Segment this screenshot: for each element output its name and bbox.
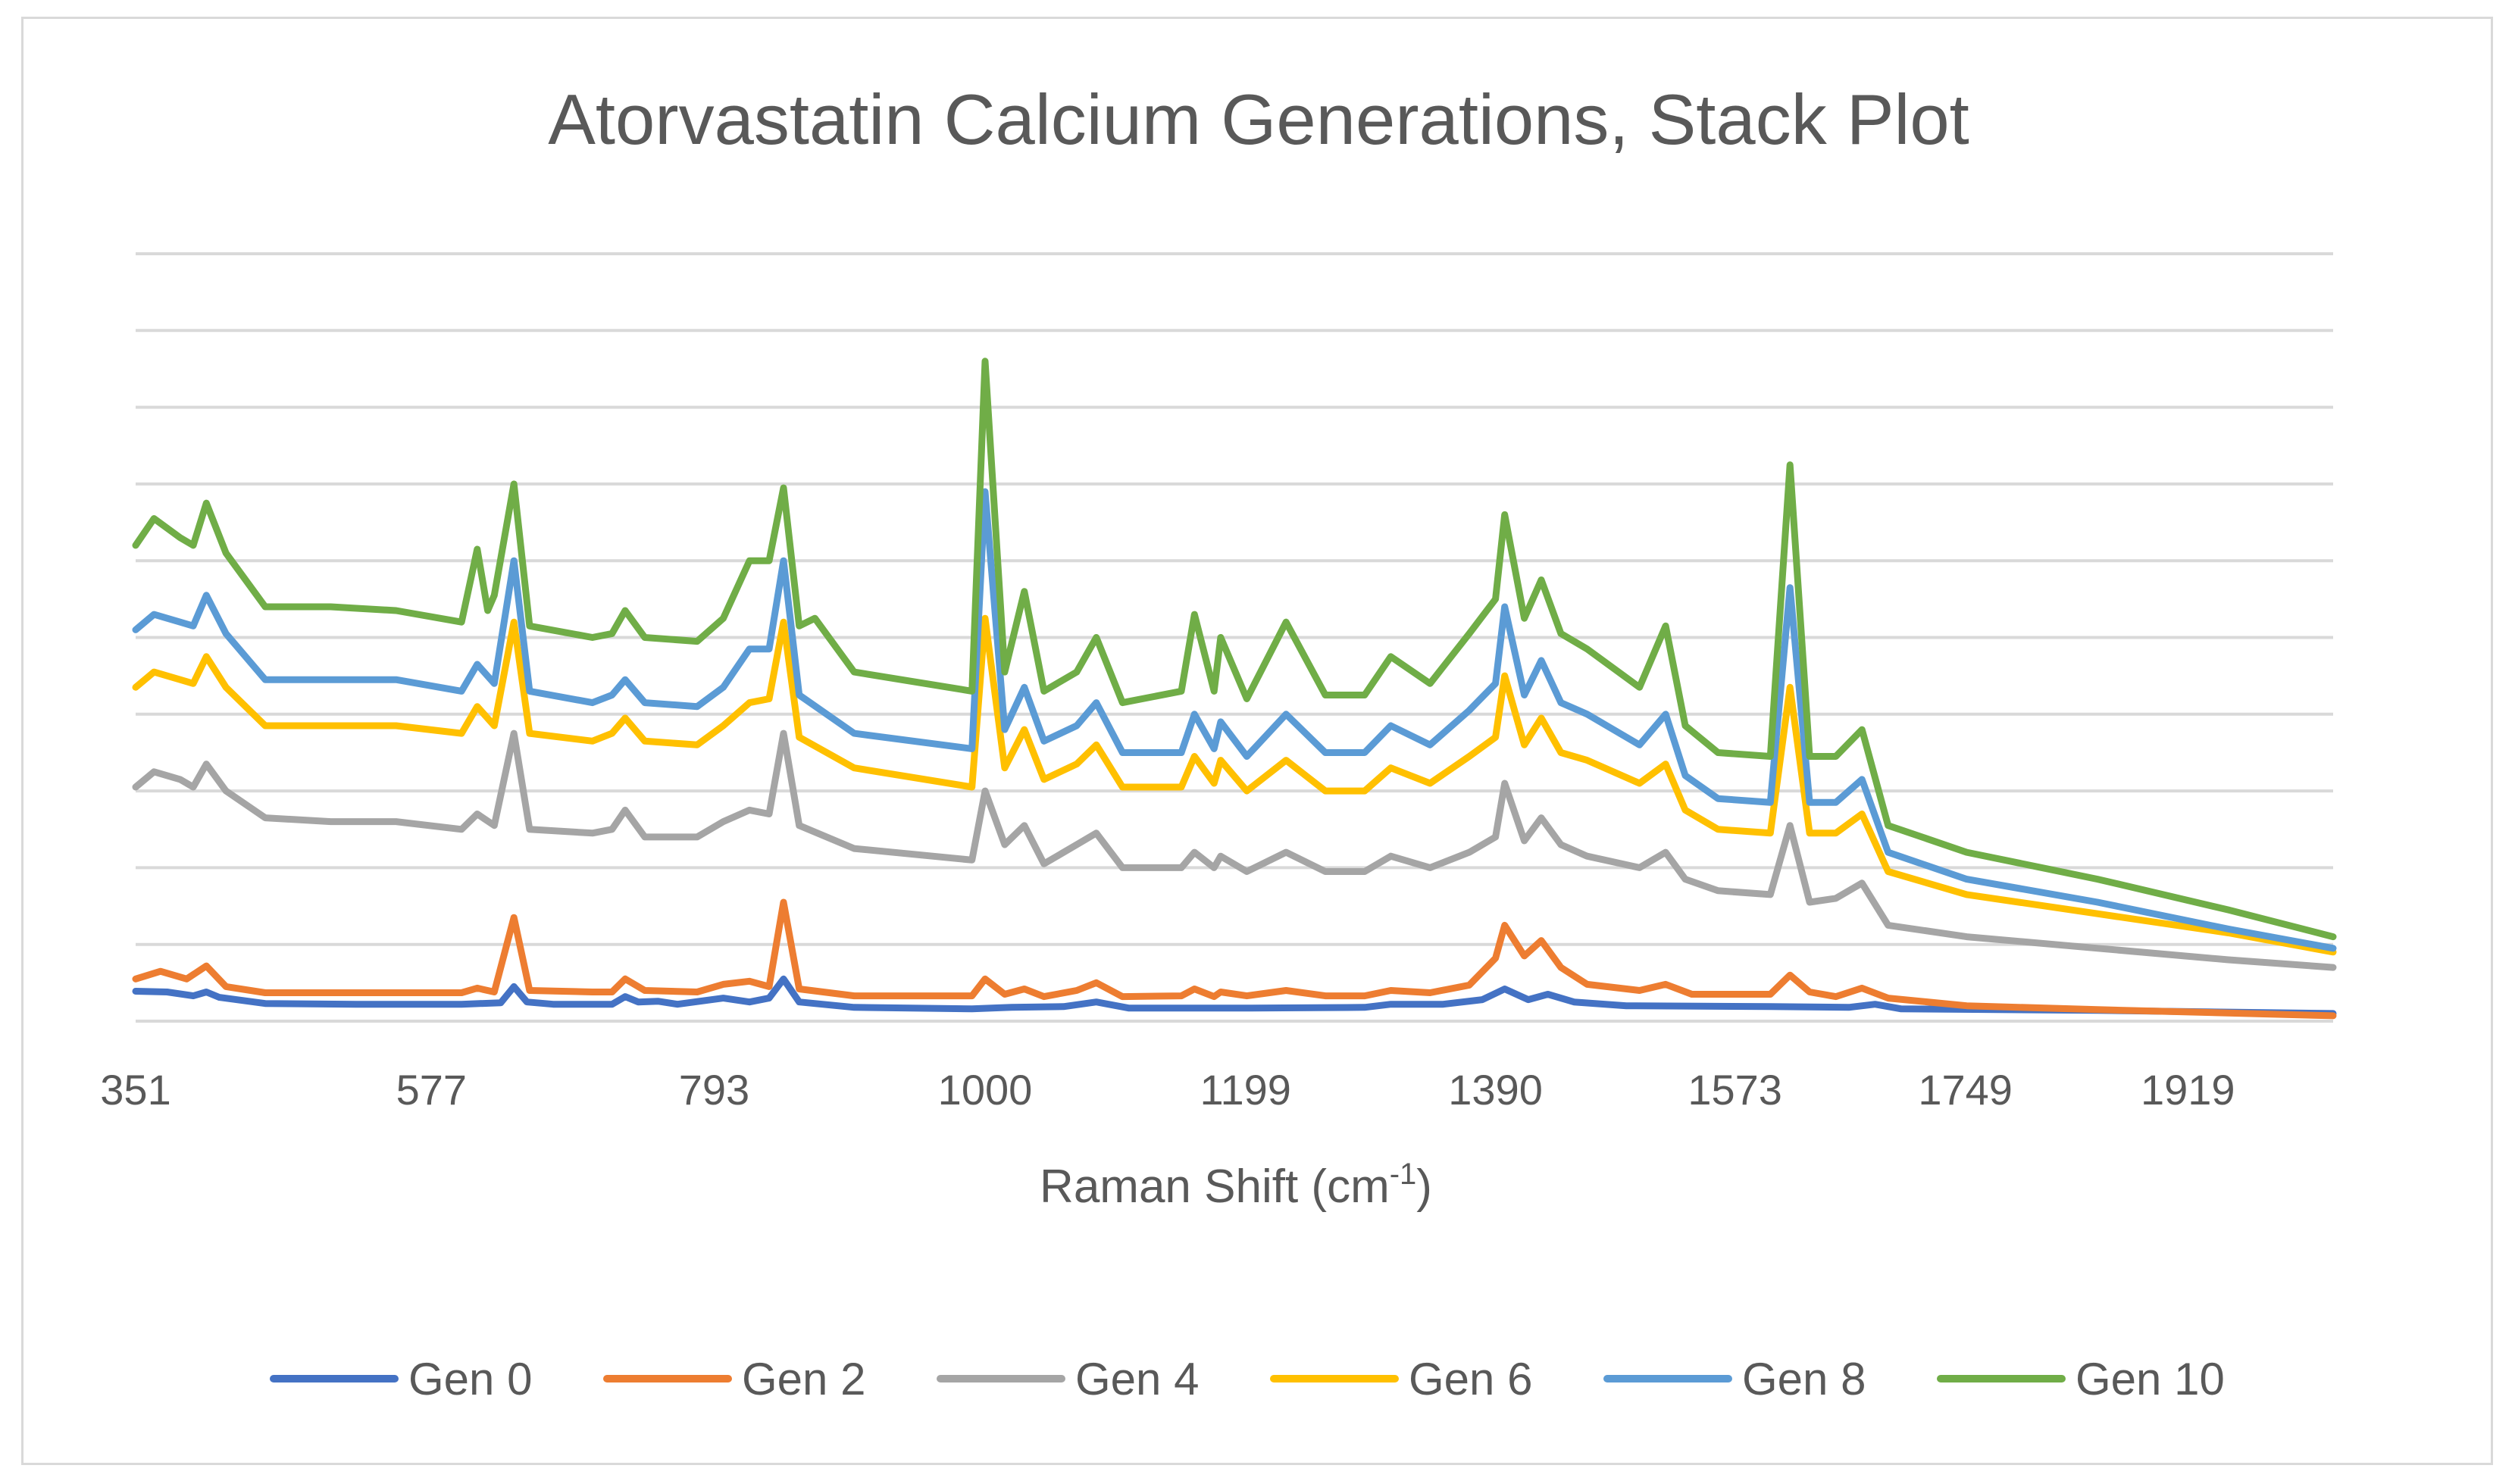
x-tick-label: 1000 — [938, 1066, 1033, 1114]
x-axis-title: Raman Shift (cm-1) — [1040, 1158, 1432, 1213]
x-tick-label: 1390 — [1448, 1066, 1543, 1114]
x-tick-label: 1919 — [2141, 1066, 2235, 1114]
series-line-gen-4 — [132, 730, 2337, 971]
x-tick-label: 793 — [679, 1066, 749, 1114]
x-tick-label: 1749 — [1918, 1066, 2013, 1114]
legend-item: Gen 8 — [1603, 1354, 1866, 1404]
series-layer — [132, 358, 2337, 1020]
x-axis-title-suffix: ) — [1416, 1161, 1432, 1213]
legend-item: Gen 2 — [603, 1354, 865, 1404]
x-tick-label: 351 — [100, 1066, 170, 1114]
legend-label: Gen 4 — [1075, 1354, 1199, 1404]
x-tick-label: 1199 — [1200, 1066, 1290, 1114]
x-tick-label: 1573 — [1688, 1066, 1782, 1114]
legend: Gen 0 Gen 2 Gen 4 Gen 6 Gen 8 Gen 10 — [270, 1354, 2225, 1404]
series-line-gen-0 — [132, 975, 2337, 1017]
x-tick-labels: 351 577 793 1000 1199 1390 1573 1749 1919 — [100, 1066, 2235, 1114]
legend-item: Gen 6 — [1270, 1354, 1532, 1404]
series-line-gen-8 — [132, 488, 2337, 952]
x-axis-title-text: Raman Shift (cm — [1040, 1161, 1390, 1213]
legend-label: Gen 8 — [1742, 1354, 1866, 1404]
series-line-gen-2 — [132, 898, 2337, 1020]
x-axis-title-superscript: -1 — [1390, 1158, 1417, 1191]
x-tick-label: 577 — [396, 1066, 467, 1114]
legend-item: Gen 10 — [1937, 1354, 2225, 1404]
chart-title: Atorvastatin Calcium Generations, Stack … — [548, 80, 1969, 159]
legend-item: Gen 0 — [270, 1354, 532, 1404]
series-line-gen-10 — [132, 358, 2337, 941]
legend-label: Gen 6 — [1409, 1354, 1532, 1404]
legend-label: Gen 0 — [408, 1354, 532, 1404]
series-line-gen-6 — [132, 614, 2337, 956]
chart-frame: Atorvastatin Calcium Generations, Stack … — [21, 17, 2493, 1465]
chart-svg: Atorvastatin Calcium Generations, Stack … — [100, 80, 2337, 1404]
legend-label: Gen 2 — [742, 1354, 865, 1404]
legend-label: Gen 10 — [2076, 1354, 2225, 1404]
legend-item: Gen 4 — [937, 1354, 1199, 1404]
